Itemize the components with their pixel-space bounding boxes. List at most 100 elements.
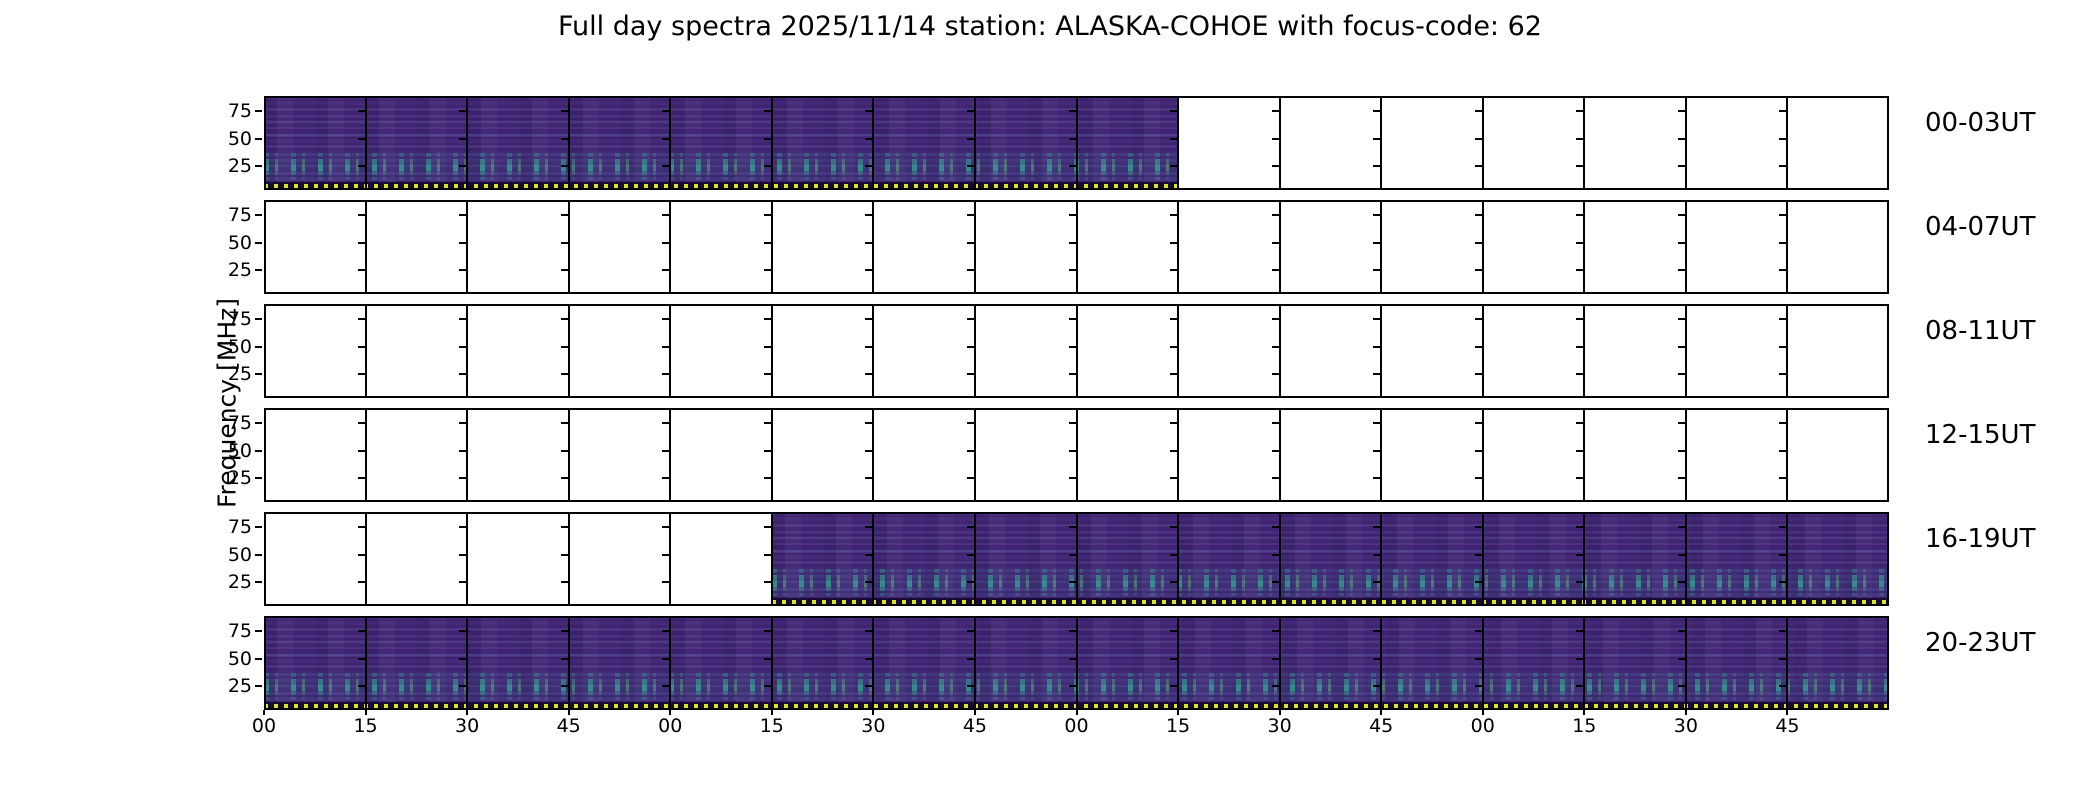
y-tick-mark (357, 242, 365, 244)
y-tick-mark (1474, 110, 1482, 112)
y-tick-mark (1170, 242, 1178, 244)
y-tick-mark (1068, 422, 1076, 424)
y-tick-mark (1474, 373, 1482, 375)
y-tick-mark (662, 165, 670, 167)
x-tick-mark (364, 710, 367, 715)
y-tick-mark (1474, 269, 1482, 271)
y-tick-mark (662, 422, 670, 424)
segment-boundary-line (1177, 200, 1180, 294)
y-tick-mark (560, 554, 568, 556)
y-tick-mark (865, 422, 873, 424)
y-tick-label: 75 (227, 204, 252, 226)
spectrogram-streak (771, 549, 1889, 552)
x-tick-label: 00 (658, 715, 683, 737)
y-tick-mark (255, 581, 262, 583)
y-tick-mark (1677, 422, 1685, 424)
y-tick-mark (1271, 477, 1279, 479)
y-tick-mark (966, 422, 974, 424)
y-tick-mark (560, 214, 568, 216)
y-tick-mark (966, 318, 974, 320)
y-tick-mark (1170, 346, 1178, 348)
segment-boundary-line (1380, 408, 1383, 502)
y-tick-mark (560, 269, 568, 271)
y-tick-mark (560, 165, 568, 167)
y-tick-mark (662, 242, 670, 244)
y-tick-mark (865, 110, 873, 112)
spectrogram-texture (264, 96, 1179, 190)
y-tick-mark (1373, 685, 1381, 687)
segment-boundary-line (1583, 512, 1586, 606)
x-tick-label: 15 (353, 715, 378, 737)
y-tick-mark (1474, 658, 1482, 660)
y-tick-mark (662, 373, 670, 375)
y-tick-mark (763, 165, 771, 167)
y-tick-mark (1068, 477, 1076, 479)
y-tick-mark (966, 630, 974, 632)
y-tick-mark (966, 373, 974, 375)
y-tick-mark (255, 346, 262, 348)
y-tick-mark (966, 581, 974, 583)
segment-boundary-line (1786, 96, 1789, 190)
y-tick-mark (662, 450, 670, 452)
y-tick-mark (560, 138, 568, 140)
y-tick-mark (255, 318, 262, 320)
y-tick-mark (1779, 242, 1787, 244)
row-label: 12-15UT (1925, 420, 2036, 450)
y-tick-label: 50 (227, 232, 252, 254)
y-tick-mark (1576, 138, 1584, 140)
y-tick-mark (1068, 269, 1076, 271)
y-tick-mark (1779, 685, 1787, 687)
y-tick-mark (1576, 581, 1584, 583)
segment-boundary-line (1177, 408, 1180, 502)
y-tick-mark (1170, 138, 1178, 140)
spectrogram-streak (264, 109, 1179, 112)
spectrogram-teal-band (771, 587, 1889, 592)
chart-title: Full day spectra 2025/11/14 station: ALA… (558, 11, 1542, 42)
y-tick-mark (1779, 110, 1787, 112)
y-tick-mark (662, 685, 670, 687)
y-tick-mark (966, 346, 974, 348)
segment-boundary-line (1684, 616, 1687, 710)
segment-boundary-line (669, 200, 672, 294)
segment-boundary-line (466, 512, 469, 606)
y-tick-mark (1779, 318, 1787, 320)
y-tick-mark (459, 214, 467, 216)
y-tick-mark (763, 138, 771, 140)
row-label: 08-11UT (1925, 316, 2036, 346)
y-tick-mark (1677, 526, 1685, 528)
y-tick-mark (1677, 630, 1685, 632)
segment-boundary-line (1177, 616, 1180, 710)
y-tick-mark (1373, 346, 1381, 348)
y-tick-mark (357, 346, 365, 348)
y-tick-mark (966, 165, 974, 167)
x-tick-label: 15 (759, 715, 784, 737)
y-tick-mark (1373, 373, 1381, 375)
segment-boundary-line (364, 616, 367, 710)
segment-boundary-line (1075, 512, 1078, 606)
segment-boundary-line (466, 616, 469, 710)
x-tick-label: 00 (251, 715, 277, 737)
segment-marker-dots (264, 182, 1179, 190)
y-tick-mark (1271, 373, 1279, 375)
y-tick-mark (966, 658, 974, 660)
y-tick-mark (1576, 269, 1584, 271)
y-tick-mark (662, 581, 670, 583)
segment-boundary-line (466, 408, 469, 502)
y-tick-mark (1271, 450, 1279, 452)
segment-boundary-line (872, 96, 875, 190)
spectrogram-row-00-03ut: 75 50 25 00-03UT (228, 96, 2035, 190)
y-tick-mark (1068, 450, 1076, 452)
segment-boundary-line (1278, 96, 1281, 190)
spectrogram-row-04-07ut: 75 50 25 04-07UT (228, 200, 2035, 294)
y-tick-mark (966, 110, 974, 112)
y-tick-mark (1068, 685, 1076, 687)
y-tick-mark (763, 110, 771, 112)
segment-boundary-line (466, 96, 469, 190)
spectrogram-data (771, 512, 1889, 606)
y-tick-label: 75 (227, 100, 252, 122)
y-tick-mark (865, 526, 873, 528)
spectrogram-streak (264, 121, 1179, 124)
y-tick-mark (1271, 346, 1279, 348)
y-tick-mark (763, 450, 771, 452)
x-tick-mark (1177, 710, 1180, 715)
